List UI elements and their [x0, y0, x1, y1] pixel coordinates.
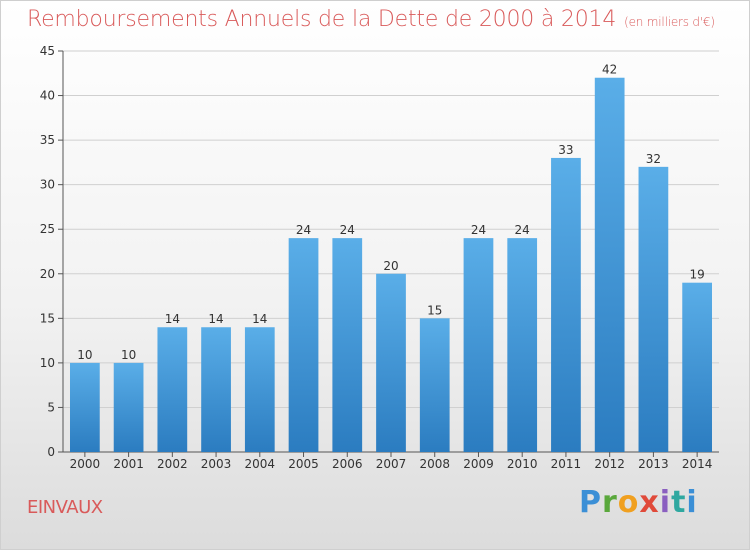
- x-tick-label: 2007: [376, 457, 407, 471]
- x-tick-label: 2008: [419, 457, 450, 471]
- y-tick-label: 5: [47, 400, 55, 414]
- bar: [376, 273, 406, 452]
- value-label: 10: [121, 348, 136, 362]
- value-label: 32: [646, 152, 661, 166]
- y-tick-label: 40: [40, 89, 55, 103]
- bar: [244, 327, 275, 452]
- value-label: 33: [558, 143, 573, 157]
- x-tick-label: 2003: [201, 457, 232, 471]
- bar: [463, 238, 494, 452]
- value-label: 14: [208, 312, 223, 326]
- bar: [157, 327, 188, 452]
- bar: [113, 362, 144, 452]
- y-tick-label: 25: [40, 222, 55, 236]
- commune-name: EINVAUX: [27, 497, 103, 518]
- chart-unit: (en milliers d'€): [624, 15, 715, 29]
- bar: [419, 318, 450, 452]
- x-tick-label: 2001: [113, 457, 144, 471]
- y-tick-label: 30: [40, 178, 55, 192]
- y-tick-label: 0: [47, 445, 55, 459]
- x-tick-label: 2012: [594, 457, 625, 471]
- value-label: 15: [427, 303, 442, 317]
- brand-logo: Proxiti: [579, 485, 698, 520]
- bar: [332, 238, 363, 452]
- x-tick-label: 2013: [638, 457, 669, 471]
- bar: [288, 238, 319, 452]
- bar: [551, 157, 581, 452]
- y-tick-label: 15: [40, 311, 55, 325]
- x-tick-label: 2014: [682, 457, 713, 471]
- y-tick-label: 35: [40, 133, 55, 147]
- chart-title-text: Remboursements Annuels de la Dette de 20…: [27, 7, 617, 32]
- bar: [201, 327, 231, 452]
- bar: [69, 362, 100, 452]
- y-tick-label: 20: [40, 267, 55, 281]
- x-tick-label: 2000: [70, 457, 101, 471]
- x-tick-label: 2010: [507, 457, 538, 471]
- x-tick-label: 2006: [332, 457, 363, 471]
- bar: [682, 282, 713, 452]
- bars: [69, 77, 713, 452]
- labels: 2000 10 2001 10 2002 14 2003 14 2004 14 2005 24 2006…: [70, 63, 713, 471]
- value-label: 42: [602, 63, 617, 77]
- x-tick-label: 2002: [157, 457, 188, 471]
- bar: [594, 77, 625, 452]
- value-label: 14: [165, 312, 180, 326]
- bar: [507, 238, 538, 452]
- value-label: 24: [296, 223, 311, 237]
- value-label: 14: [252, 312, 267, 326]
- value-label: 19: [689, 268, 704, 282]
- chart-title: Remboursements Annuels de la Dette de 20…: [27, 7, 715, 32]
- value-label: 10: [77, 348, 92, 362]
- x-tick-label: 2004: [245, 457, 276, 471]
- x-tick-label: 2009: [463, 457, 494, 471]
- value-label: 20: [383, 259, 398, 273]
- y-tick-label: 45: [40, 44, 55, 58]
- value-label: 24: [515, 223, 530, 237]
- value-label: 24: [471, 223, 486, 237]
- x-tick-label: 2005: [288, 457, 319, 471]
- y-tick-label: 10: [40, 356, 55, 370]
- x-tick-label: 2011: [551, 457, 582, 471]
- value-label: 24: [340, 223, 355, 237]
- bar: [638, 166, 669, 452]
